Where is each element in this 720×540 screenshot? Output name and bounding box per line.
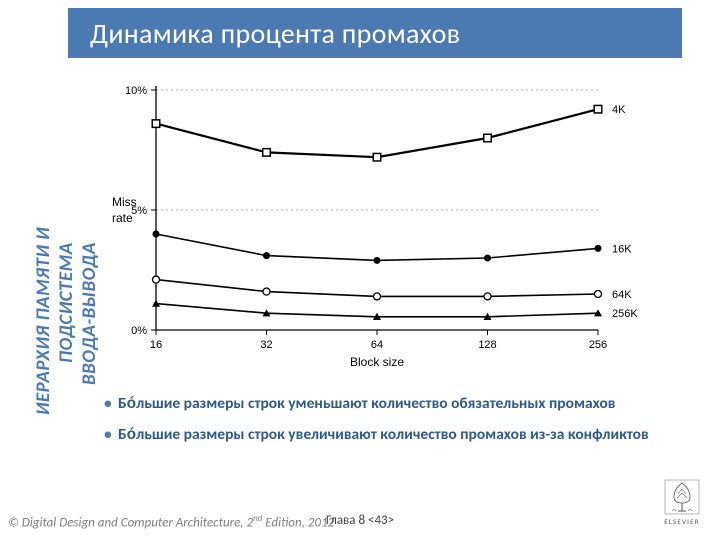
slide-title: Динамика процента промахов — [90, 16, 460, 51]
svg-text:256: 256 — [589, 339, 607, 351]
svg-text:Miss: Miss — [112, 195, 137, 209]
tree-icon — [664, 479, 700, 515]
svg-text:4K: 4K — [612, 104, 626, 116]
sidebar-line1: ИЕРАРХИЯ ПАМЯТИ И — [32, 227, 55, 415]
svg-text:0%: 0% — [131, 325, 147, 337]
miss-rate-chart: 1632641282560%5%10%Block sizeMissrate4K1… — [100, 78, 660, 378]
svg-text:10%: 10% — [125, 85, 147, 97]
svg-text:16K: 16K — [612, 243, 632, 255]
sidebar-line3: ВВОДА-ВЫВОДА — [78, 242, 101, 385]
svg-text:Block size: Block size — [350, 355, 404, 369]
section-label: ИЕРАРХИЯ ПАМЯТИ И ПОДСИСТЕМА ВВОДА-ВЫВОД… — [8, 70, 54, 350]
svg-text:64K: 64K — [612, 289, 632, 301]
svg-text:64: 64 — [371, 339, 383, 351]
svg-text:128: 128 — [478, 339, 496, 351]
svg-text:rate: rate — [112, 211, 133, 225]
elsevier-logo: ELSEVIER — [658, 479, 706, 526]
bullet-1: Бо́льшие размеры строк уменьшают количес… — [118, 394, 680, 415]
publisher-name: ELSEVIER — [658, 517, 706, 526]
bullet-list: Бо́льшие размеры строк уменьшают количес… — [100, 394, 680, 456]
slide-title-bar: Динамика процента промахов — [68, 8, 682, 58]
svg-text:256K: 256K — [612, 308, 638, 320]
sidebar-line2: ПОДСИСТЕМА — [55, 242, 78, 363]
chapter-label: Глава 8 <43> — [0, 513, 720, 528]
svg-text:32: 32 — [260, 339, 272, 351]
svg-text:16: 16 — [150, 339, 162, 351]
bullet-2: Бо́льшие размеры строк увеличивают колич… — [118, 425, 680, 446]
